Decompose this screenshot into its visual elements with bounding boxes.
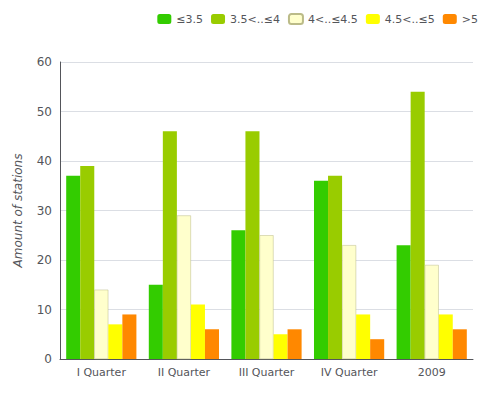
- svg-text:I Quarter: I Quarter: [77, 366, 127, 379]
- svg-text:3.5<..≤4: 3.5<..≤4: [230, 13, 280, 26]
- svg-text:30: 30: [37, 204, 52, 218]
- svg-text:II Quarter: II Quarter: [158, 366, 211, 379]
- svg-text:40: 40: [37, 154, 52, 168]
- svg-text:4<..≤4.5: 4<..≤4.5: [308, 13, 358, 26]
- svg-text:≤3.5: ≤3.5: [176, 13, 203, 26]
- svg-text:10: 10: [37, 303, 52, 317]
- svg-text:2009: 2009: [418, 366, 446, 379]
- svg-text:0: 0: [44, 352, 52, 366]
- svg-text:60: 60: [37, 55, 52, 69]
- svg-text:IV Quarter: IV Quarter: [321, 366, 378, 379]
- svg-text:50: 50: [37, 105, 52, 119]
- svg-text:20: 20: [37, 253, 52, 267]
- svg-text:III Quarter: III Quarter: [239, 366, 295, 379]
- svg-text:>5: >5: [462, 13, 478, 26]
- svg-text:Amount of stations: Amount of stations: [11, 154, 25, 269]
- svg-text:4.5<..≤5: 4.5<..≤5: [385, 13, 435, 26]
